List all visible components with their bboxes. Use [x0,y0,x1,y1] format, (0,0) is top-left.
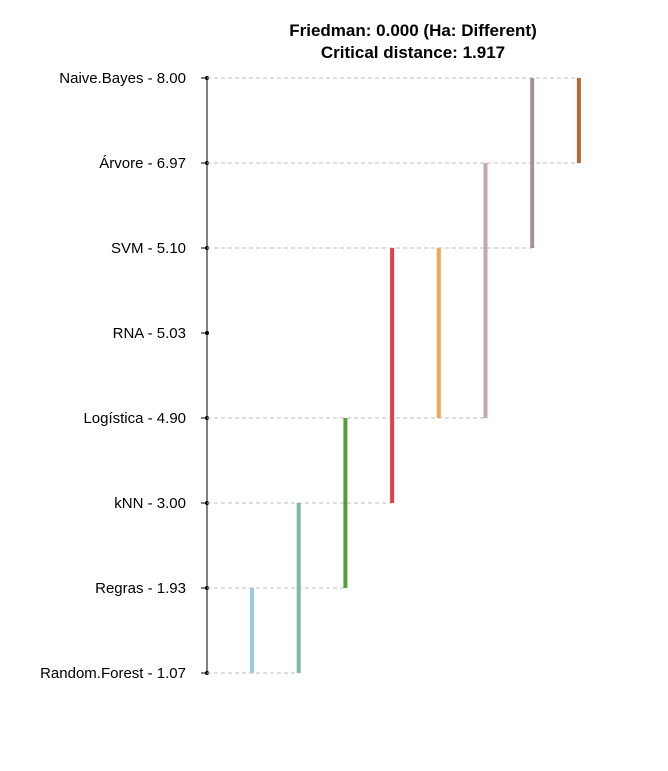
tick-label: Regras - 1.93 [95,580,186,597]
tick-label: kNN - 3.00 [114,495,186,512]
group-bars [250,78,581,673]
tick-label: Naive.Bayes - 8.00 [59,70,186,87]
tick-label: Árvore - 6.97 [99,155,186,172]
tick-label: Logística - 4.90 [83,410,186,427]
chart-subtitle: Critical distance: 1.917 [321,43,505,62]
tick-label: Random.Forest - 1.07 [40,665,186,682]
chart-title: Friedman: 0.000 (Ha: Different) [289,21,537,40]
tick-point [205,331,209,335]
rank-rows: Naive.Bayes - 8.00 Árvore - 6.97 SVM - 5.1… [40,70,579,682]
tick-label: SVM - 5.10 [111,240,186,257]
tick-label: RNA - 5.03 [113,325,186,342]
